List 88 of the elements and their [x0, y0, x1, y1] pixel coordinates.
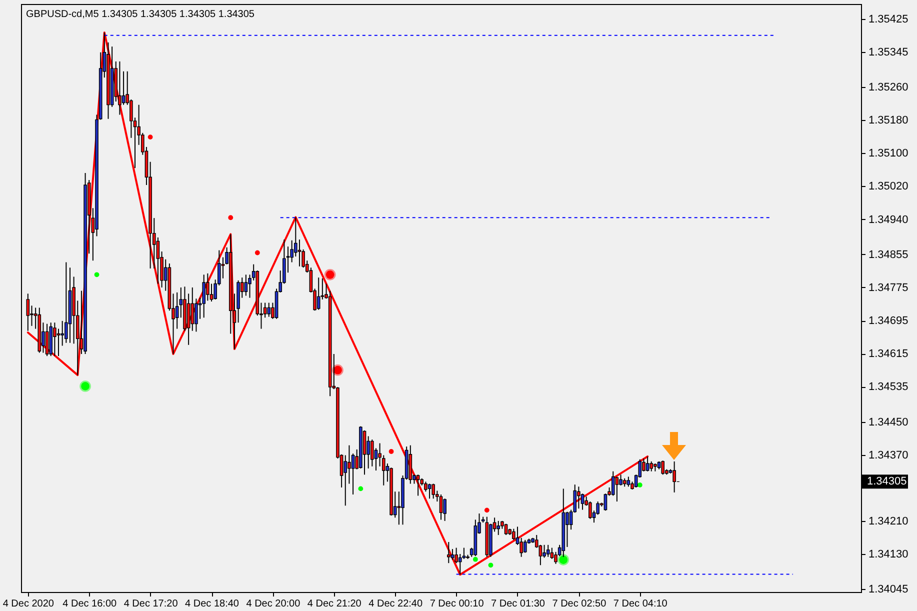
- candlestick: [546, 544, 550, 558]
- point: [254, 250, 260, 256]
- candlestick: [64, 262, 68, 344]
- y-tick-label: 1.34940: [868, 214, 908, 226]
- candlestick: [443, 498, 446, 522]
- candlestick: [316, 277, 320, 310]
- candlestick: [672, 460, 676, 493]
- x-tick-label: 7 Dec 04:10: [613, 598, 668, 610]
- y-tick-label: 1.34775: [868, 282, 908, 294]
- x-tick-label: 7 Dec 02:50: [552, 598, 607, 610]
- y-tick-label: 1.34615: [868, 348, 908, 360]
- x-tick-label: 4 Dec 17:20: [124, 598, 178, 610]
- ref-line-label: 1.34305: [867, 476, 907, 488]
- y-tick-label: 1.35180: [868, 114, 908, 127]
- point: [488, 562, 494, 568]
- point: [358, 486, 364, 492]
- point: [637, 482, 642, 488]
- y-tick-label: 1.34695: [868, 315, 908, 328]
- candlestick: [60, 320, 64, 346]
- candlestick: [504, 523, 508, 536]
- candlestick: [604, 493, 608, 512]
- candlestick: [202, 274, 206, 318]
- y-tick-label: 1.35345: [868, 46, 908, 58]
- x-tick-label: 4 Dec 16:00: [62, 598, 118, 610]
- point: [94, 272, 100, 278]
- candlestick: [542, 544, 546, 558]
- candlestick: [496, 520, 500, 536]
- y-tick-label: 1.34450: [868, 416, 908, 428]
- x-tick-label: 4 Dec 20:00: [246, 598, 301, 610]
- y-tick-label: 1.35260: [868, 82, 908, 94]
- candlestick: [190, 286, 194, 332]
- point: [148, 134, 153, 140]
- point: [484, 508, 490, 513]
- candlestick: [267, 302, 271, 318]
- y-tick-label: 1.35425: [868, 13, 908, 26]
- candlestick: [26, 293, 30, 332]
- candlestick: [244, 274, 248, 296]
- candlestick: [615, 476, 619, 502]
- x-tick-label: 4 Dec 2020: [2, 598, 54, 610]
- y-tick-label: 1.34130: [868, 548, 908, 560]
- candlestick: [462, 547, 466, 560]
- x-tick-label: 7 Dec 01:30: [491, 598, 546, 610]
- candlestick: [45, 323, 49, 357]
- candlestick: [646, 456, 650, 472]
- candlestick: [580, 493, 584, 510]
- x-tick-label: 4 Dec 21:20: [307, 598, 362, 610]
- y-tick-label: 1.34855: [868, 248, 908, 261]
- candlestick: [206, 272, 210, 302]
- candlestick: [156, 236, 160, 284]
- candlestick: [348, 444, 351, 484]
- candlestick: [432, 483, 435, 500]
- candlestick: [122, 70, 126, 106]
- x-tick-label: 4 Dec 22:40: [368, 598, 423, 610]
- candlestick: [523, 539, 527, 554]
- candlestick: [447, 542, 450, 564]
- point: [472, 556, 478, 562]
- candlestick: [263, 302, 267, 318]
- candlestick: [362, 430, 366, 476]
- y-tick-label: 1.34210: [868, 515, 908, 528]
- x-tick-label: 4 Dec 18:40: [185, 598, 240, 610]
- candlestick: [56, 328, 60, 357]
- candlestick: [577, 486, 580, 510]
- candlestick: [619, 474, 622, 486]
- y-tick-label: 1.35100: [868, 148, 908, 160]
- candlestick: [439, 494, 443, 520]
- candlestick: [566, 511, 569, 548]
- point: [388, 449, 394, 454]
- y-tick-label: 1.35020: [868, 180, 908, 193]
- candlestick: [626, 476, 630, 488]
- x-tick-label: 7 Dec 00:10: [430, 598, 484, 610]
- candlestick: [450, 548, 454, 560]
- candlestick: [118, 60, 122, 116]
- y-tick-label: 1.34370: [868, 449, 908, 462]
- candlestick: [650, 460, 654, 472]
- candlestick: [351, 453, 355, 495]
- candlestick: [194, 298, 198, 332]
- candlestick: [416, 474, 420, 496]
- candlestick: [661, 460, 664, 476]
- candlestick: [298, 239, 302, 267]
- point: [228, 215, 234, 220]
- y-tick-label: 1.34045: [868, 584, 908, 596]
- text: GBPUSD-cd,M5 1.34305 1.34305 1.34305 1.34305: [26, 9, 255, 20]
- candlestick: [370, 439, 374, 467]
- candlestick: [53, 322, 56, 357]
- line-series: [26, 32, 649, 576]
- candlestick: [210, 283, 214, 302]
- candlestick: [428, 483, 432, 500]
- y-tick-label: 1.34535: [868, 381, 908, 394]
